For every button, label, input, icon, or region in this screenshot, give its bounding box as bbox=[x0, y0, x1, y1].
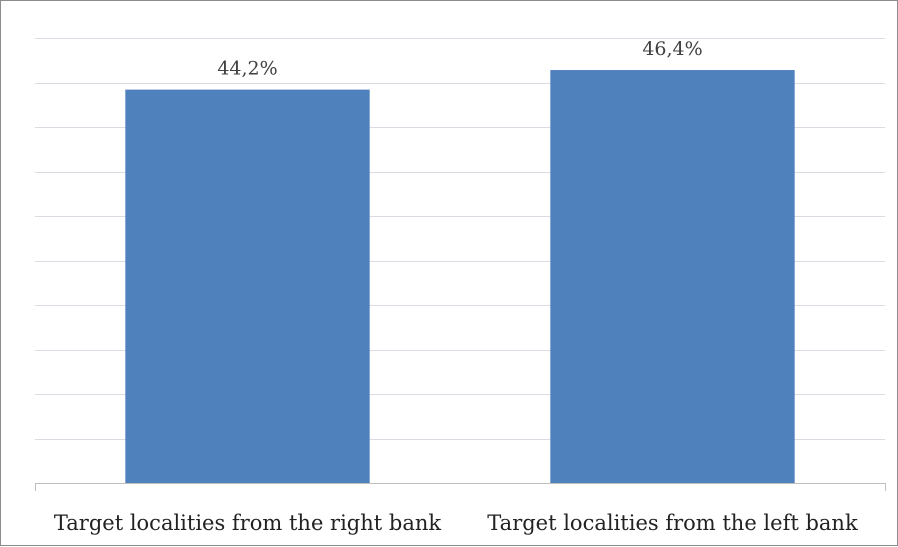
data-label-1: 44,2% bbox=[217, 58, 277, 80]
category-label-1: Target localities from the right bank bbox=[54, 511, 441, 535]
bar-1 bbox=[125, 89, 370, 484]
category-label-2: Target localities from the left bank bbox=[487, 511, 858, 535]
bars bbox=[125, 70, 795, 484]
data-label-2: 46,4% bbox=[642, 38, 702, 60]
bar-2 bbox=[550, 70, 795, 483]
category-labels: Target localities from the right bank Tar… bbox=[54, 511, 858, 535]
data-labels: 44,2% 46,4% bbox=[217, 38, 702, 80]
